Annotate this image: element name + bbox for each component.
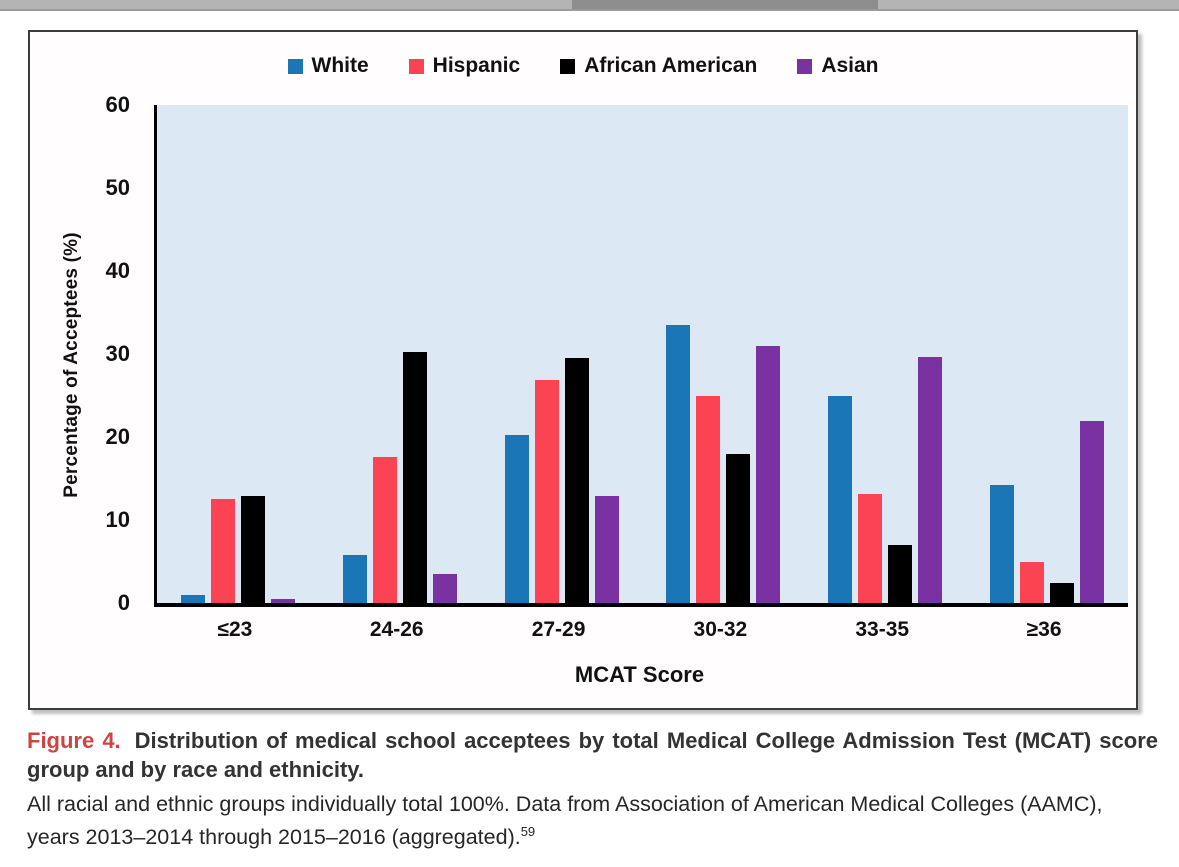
y-tick-label: 10 [105,507,130,532]
y-tick-label: 50 [105,175,130,200]
bar-african-american-33-35 [888,544,913,603]
caption-reference-number: 59 [520,824,536,839]
x-axis: ≤23 24-26 27-29 30-32 33-35 ≥36 [154,618,1125,642]
bar-group-23 [157,105,319,603]
chart-legend: White Hispanic African American Asian [30,54,1136,78]
bar-white-30-32 [666,324,691,603]
bar-hispanic-36 [1020,561,1045,603]
legend-swatch-icon [797,58,813,74]
bar-white-24-26 [342,554,367,603]
bar-hispanic-30-32 [696,396,721,603]
bar-group-33-35 [804,105,966,603]
legend-item-white: White [287,54,369,78]
bar-group-30-32 [642,105,804,603]
y-tick-label: 60 [105,92,130,117]
caption-title-text: Distribution of medical school acceptees… [27,728,1159,782]
legend-item-asian: Asian [797,54,879,78]
legend-item-african-american: African American [560,54,757,78]
bar-hispanic-33-35 [858,494,883,603]
bar-white-33-35 [828,396,853,603]
legend-label: African American [584,54,758,77]
x-tick-label-23: ≤23 [217,618,253,641]
legend-item-hispanic: Hispanic [408,54,521,78]
bar-african-american-36 [1050,583,1075,603]
bar-chart: White Hispanic African American Asian Perce… [30,32,1136,708]
y-tick-label: 40 [105,258,130,283]
x-tick-label-24-26: 24-26 [369,618,424,641]
x-tick-label-33-35: 33-35 [855,618,910,641]
plot-area [154,105,1128,607]
legend-swatch-icon [287,58,303,74]
x-tick-label-36: ≥36 [1026,618,1062,641]
y-axis: 0 10 20 30 40 50 60 [30,92,144,615]
legend-swatch-icon [408,58,424,74]
caption-body: All racial and ethnic groups individuall… [27,790,1158,851]
bar-hispanic-24-26 [372,456,397,603]
legend-label: White [311,54,369,77]
y-tick-label: 0 [117,590,130,615]
figure-panel: White Hispanic African American Asian Perce… [28,30,1138,710]
y-tick-label: 30 [105,341,130,366]
bar-asian-30-32 [756,345,781,603]
x-tick-label-30-32: 30-32 [693,618,748,641]
bar-asian-24-26 [432,573,457,603]
legend-label: Asian [821,54,879,77]
bar-asian-23 [270,598,295,603]
bar-group-24-26 [319,105,481,603]
legend-label: Hispanic [432,54,521,77]
bar-african-american-27-29 [564,358,589,603]
bar-african-american-24-26 [402,352,427,603]
bar-white-23 [180,594,205,603]
bar-african-american-23 [240,495,265,603]
bar-group-27-29 [481,105,643,603]
bar-asian-36 [1080,421,1105,603]
x-axis-title: MCAT Score [574,662,705,687]
bar-african-american-30-32 [726,453,751,603]
bar-hispanic-23 [210,499,235,603]
bar-hispanic-27-29 [534,379,559,603]
figure-label: Figure 4. [27,728,121,753]
bar-white-36 [990,485,1015,603]
figure-caption: Figure 4. Distribution of medical school … [27,726,1158,851]
bar-white-27-29 [504,435,529,603]
legend-swatch-icon [560,58,576,74]
horizontal-scrollbar[interactable] [0,0,1179,11]
bar-group-36 [966,105,1128,603]
x-tick-label-27-29: 27-29 [531,618,586,641]
bar-asian-33-35 [918,357,943,603]
bar-asian-27-29 [594,495,619,603]
scrollbar-thumb[interactable] [571,0,879,9]
caption-title: Figure 4. Distribution of medical school … [27,726,1158,784]
caption-body-text: All racial and ethnic groups individuall… [27,792,1103,850]
y-tick-label: 20 [105,424,130,449]
